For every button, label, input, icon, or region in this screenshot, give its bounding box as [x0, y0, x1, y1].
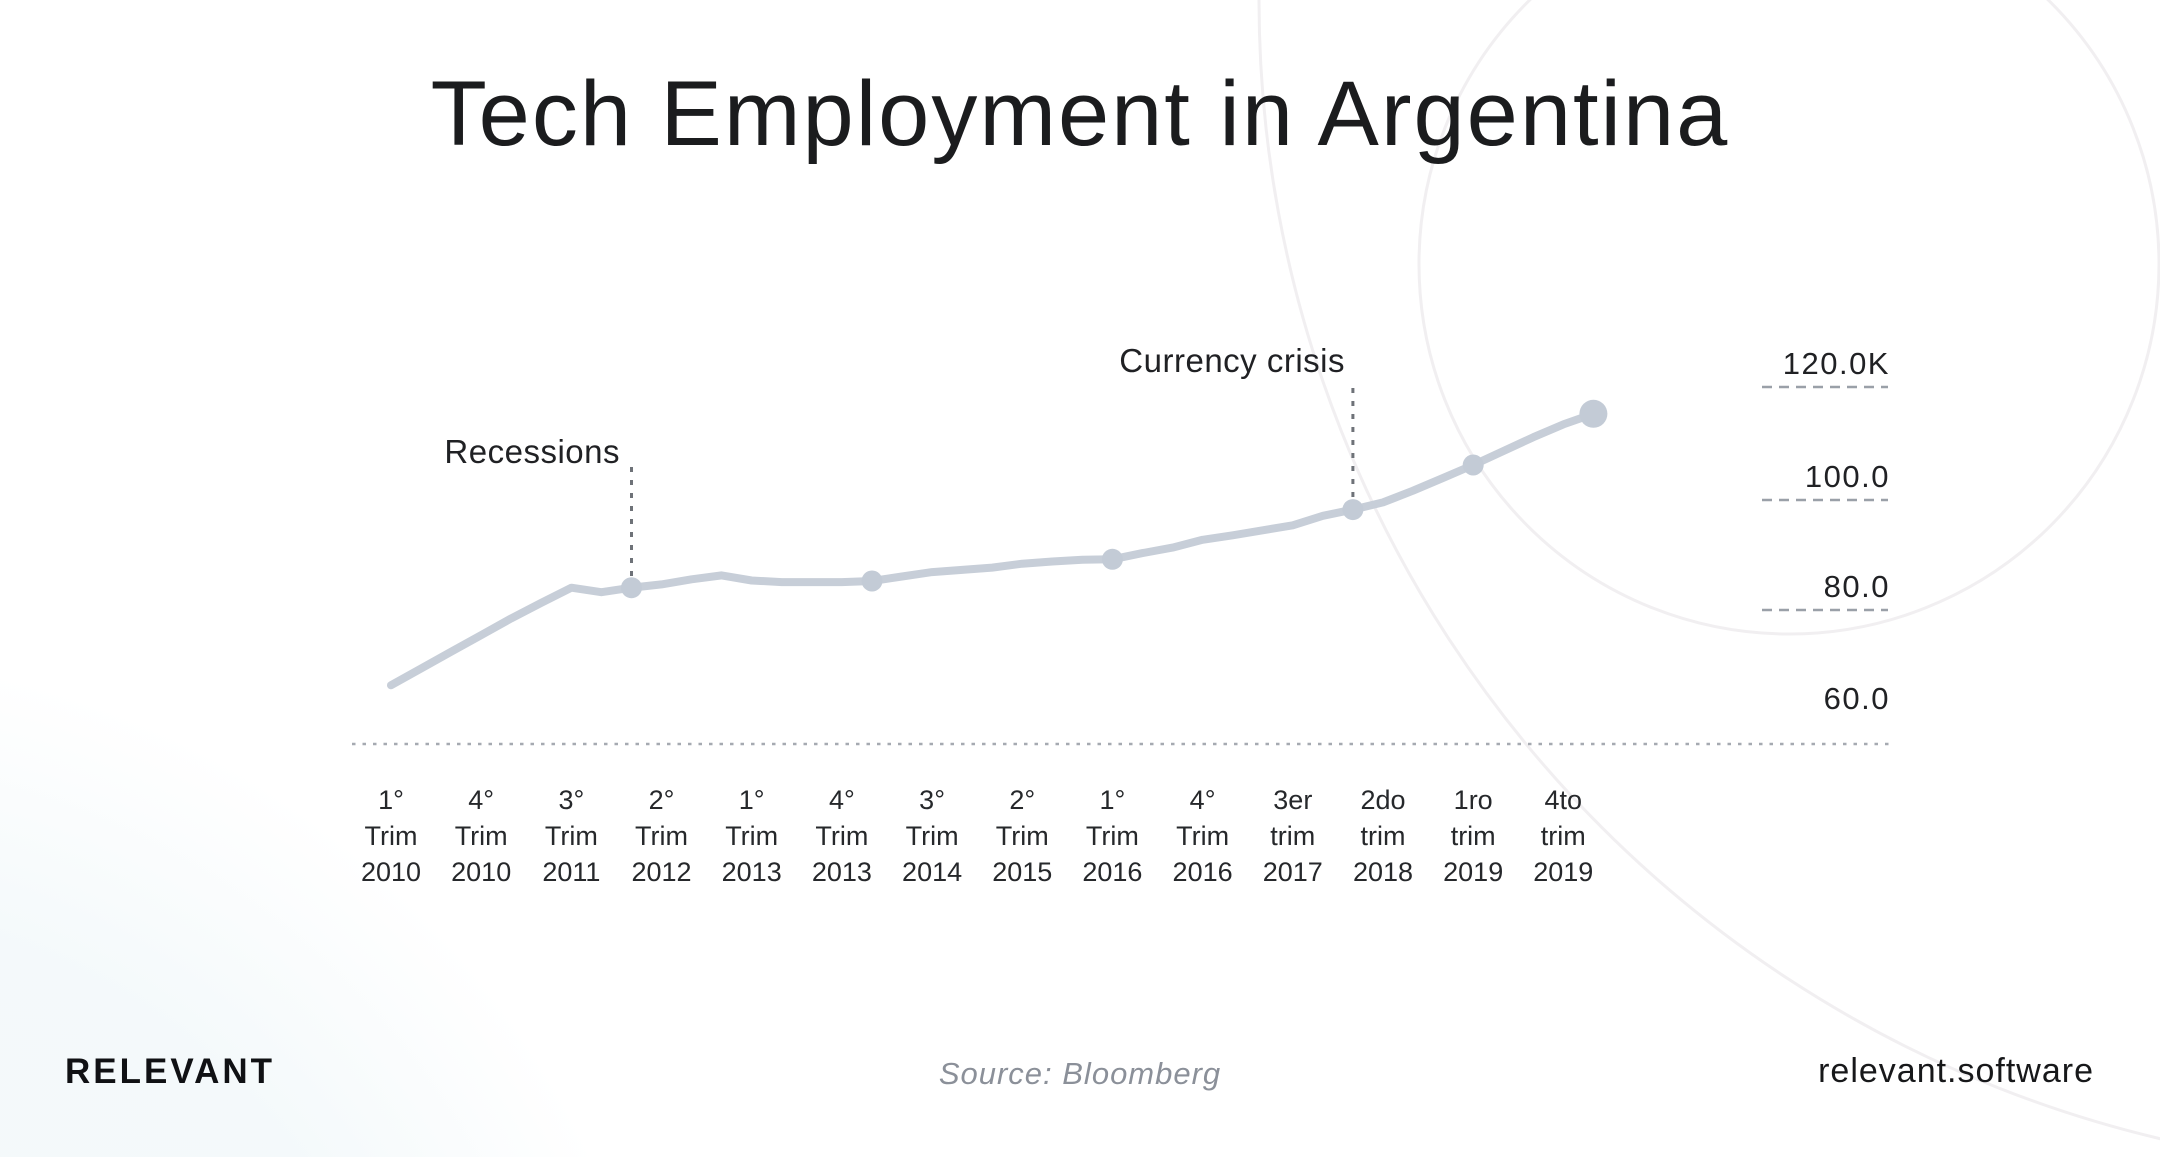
x-tick-label: 1° Trim 2013 [721, 785, 782, 887]
x-tick-label: 3° Trim 2011 [542, 785, 601, 887]
data-point-marker [621, 577, 642, 599]
x-tick-label: 2° Trim 2015 [992, 785, 1053, 887]
data-point-markers [621, 399, 1608, 599]
employment-series-line [387, 409, 1598, 690]
x-tick-label: 2° Trim 2012 [631, 785, 692, 887]
data-point-marker [1579, 399, 1608, 428]
data-point-marker [1462, 454, 1484, 476]
x-tick-label: 4° Trim 2010 [451, 785, 512, 887]
data-point-marker [1101, 548, 1123, 570]
x-tick-label: 4to trim 2019 [1533, 785, 1594, 887]
y-tick-label-120k: 120.0K [1782, 346, 1890, 381]
source-credit: Source: Bloomberg [938, 1056, 1222, 1091]
x-tick-label: 2do trim 2018 [1352, 785, 1414, 887]
relevant-logo: RELEVANT [65, 1052, 276, 1091]
x-tick-label: 3° Trim 2014 [902, 785, 963, 887]
y-tick-label-80k: 80.0 [1823, 569, 1890, 604]
y-tick-label-60k: 60.0 [1823, 681, 1890, 716]
website-link[interactable]: relevant.software [1818, 1052, 2094, 1090]
x-tick-label: 1ro trim 2019 [1443, 785, 1504, 887]
bottom-left-blob-decoration [0, 673, 597, 1157]
annotation-recessions: Recessions [444, 433, 620, 470]
y-tick-label-100k: 100.0 [1804, 459, 1890, 494]
annotation-currency-crisis: Currency crisis [1119, 342, 1345, 379]
x-tick-label: 4° Trim 2016 [1172, 785, 1233, 887]
x-tick-label: 1° Trim 2016 [1082, 785, 1143, 887]
x-tick-label: 4° Trim 2013 [811, 785, 872, 887]
x-tick-label: 3er trim 2017 [1262, 785, 1323, 887]
x-tick-label: 1° Trim 2010 [360, 785, 422, 887]
annotation-dashed-lines [630, 388, 1355, 584]
data-point-marker [1342, 499, 1364, 521]
background-circle-small-decoration [1417, 0, 2160, 636]
chart-title: Tech Employment in Argentina [430, 63, 1730, 165]
data-point-marker [861, 570, 883, 592]
